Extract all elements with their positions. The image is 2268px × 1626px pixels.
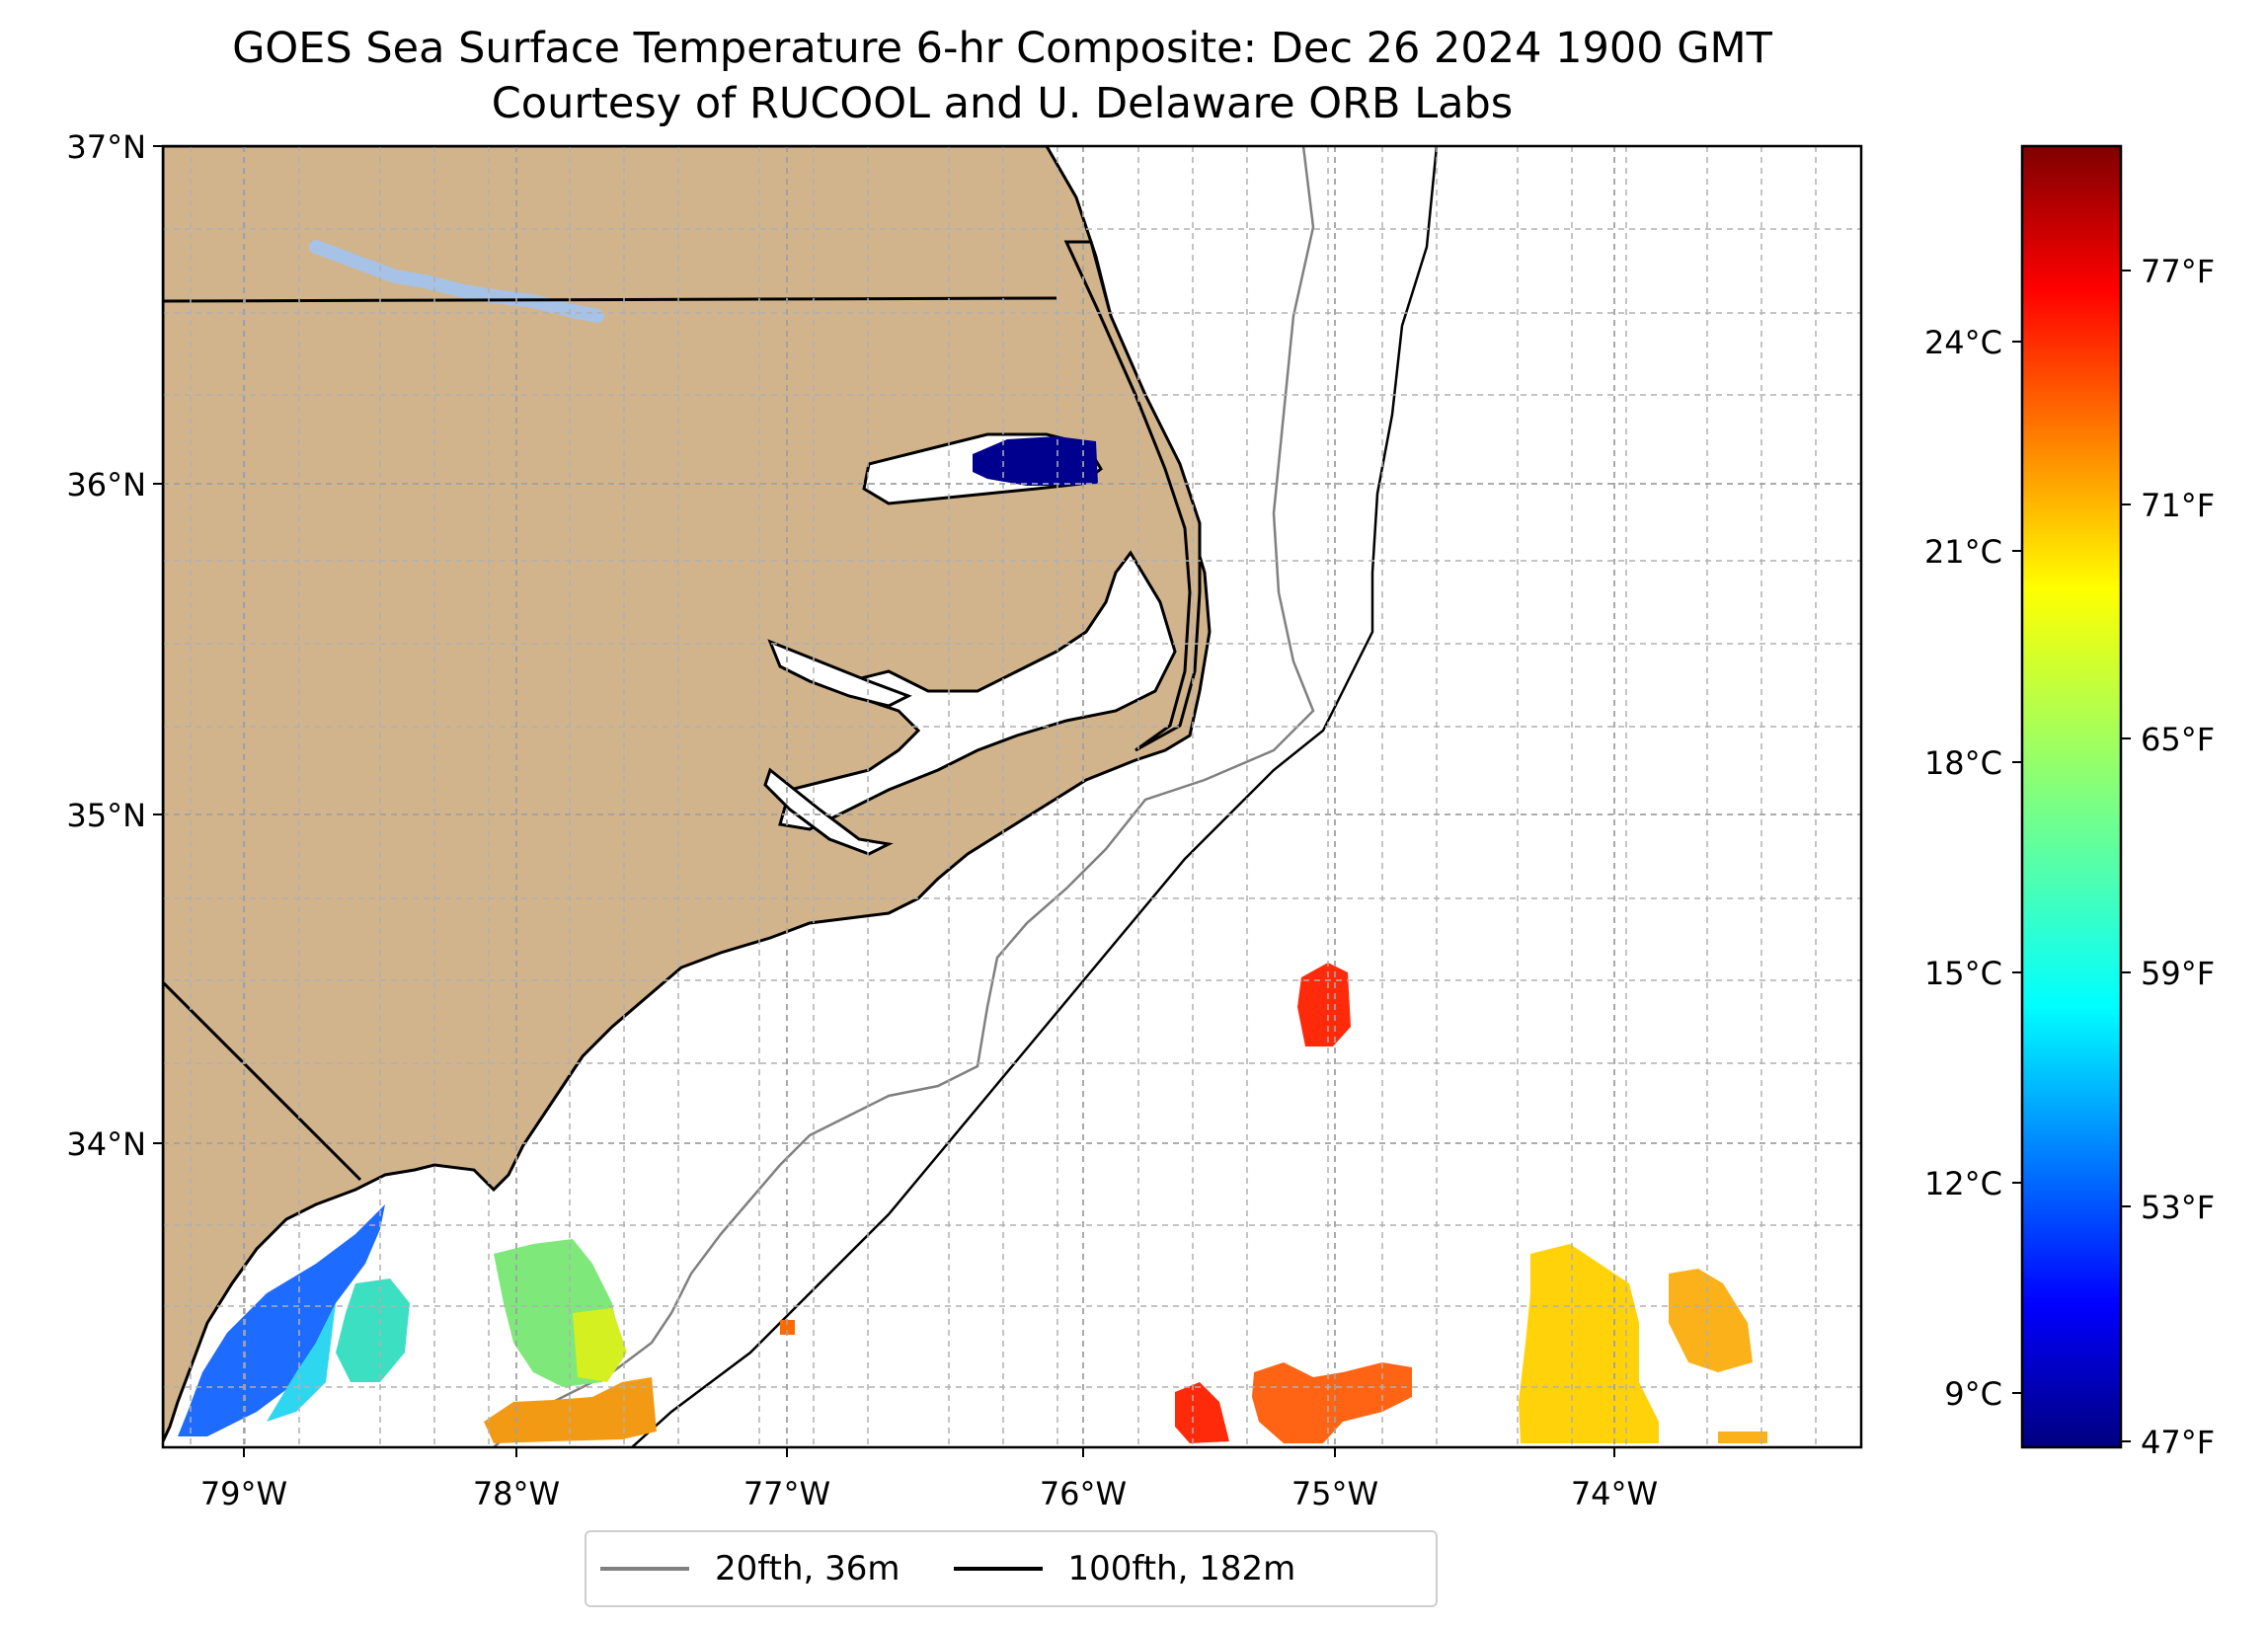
lat-label-34n: 34°N — [66, 1125, 146, 1163]
isobath-20fth — [493, 146, 1315, 1447]
legend-item-100fth: 100fth, 182m — [953, 1549, 1296, 1588]
cbar-f-59: 59°F — [2141, 955, 2215, 992]
lon-label-78w: 78°W — [473, 1475, 560, 1512]
cbar-c-18: 18°C — [1924, 744, 2002, 782]
sst-patch-orange-se — [1252, 1362, 1412, 1443]
outer-banks — [1063, 240, 1202, 752]
sst-patch-coastal-cyan — [267, 1303, 336, 1422]
tick-marks — [153, 145, 1615, 1457]
isobath-100fth — [631, 146, 1439, 1447]
cbar-f-47: 47°F — [2141, 1424, 2215, 1461]
cbar-c-21: 21°C — [1924, 533, 2002, 571]
state-border-nc-sc — [163, 980, 362, 1182]
gridlines — [163, 146, 1861, 1447]
sst-patch-red-se1 — [1175, 1382, 1229, 1443]
pamlico-sound — [778, 550, 1177, 831]
colorbar-ticks — [2012, 270, 2131, 1442]
pamlico-river — [767, 639, 912, 708]
colorbar — [2020, 144, 2123, 1449]
map-subtitle: Courtesy of RUCOOL and U. Delaware ORB L… — [491, 79, 1514, 128]
sst-patch-small — [780, 1320, 795, 1335]
sst-patch-orange-tiny — [1718, 1432, 1767, 1443]
lon-label-79w: 79°W — [200, 1475, 287, 1512]
cbar-c-24: 24°C — [1924, 324, 2002, 361]
lon-label-76w: 76°W — [1040, 1475, 1127, 1512]
cbar-f-77: 77°F — [2141, 253, 2215, 290]
sst-patch-coastal-blue — [178, 1204, 385, 1436]
sst-patch-cyan-west — [336, 1278, 410, 1382]
legend-line-black — [953, 1567, 1043, 1571]
isobath-legend: 20fth, 36m 100fth, 182m — [585, 1530, 1438, 1607]
cbar-f-71: 71°F — [2141, 487, 2215, 524]
map-title: GOES Sea Surface Temperature 6-hr Compos… — [232, 24, 1772, 73]
sst-patch-yellow-green — [573, 1308, 627, 1382]
legend-item-20fth: 20fth, 36m — [600, 1549, 900, 1588]
legend-label-20fth: 20fth, 36m — [715, 1549, 900, 1588]
sst-patch-yellow-east — [1519, 1244, 1659, 1443]
cbar-f-53: 53°F — [2141, 1189, 2215, 1226]
map-frame — [161, 144, 1863, 1449]
cbar-c-12: 12°C — [1924, 1165, 2002, 1202]
legend-line-gray — [600, 1567, 689, 1571]
lon-label-74w: 74°W — [1571, 1475, 1658, 1512]
sst-patch-orange-east — [1669, 1269, 1753, 1372]
lat-label-37n: 37°N — [66, 128, 146, 166]
lake — [309, 240, 604, 323]
major-gridlines — [163, 146, 1861, 1447]
legend-label-100fth: 100fth, 182m — [1067, 1549, 1296, 1588]
lat-label-36n: 36°N — [66, 466, 146, 503]
lon-label-77w: 77°W — [743, 1475, 830, 1512]
sst-patch-red-mid — [1297, 963, 1351, 1046]
cbar-c-15: 15°C — [1924, 955, 2002, 992]
state-border-va-nc — [163, 296, 1057, 303]
lat-label-35n: 35°N — [66, 797, 146, 834]
cbar-c-9: 9°C — [1944, 1375, 2002, 1413]
lon-label-75w: 75°W — [1291, 1475, 1378, 1512]
neuse-river — [763, 767, 894, 856]
cbar-f-65: 65°F — [2141, 721, 2215, 758]
